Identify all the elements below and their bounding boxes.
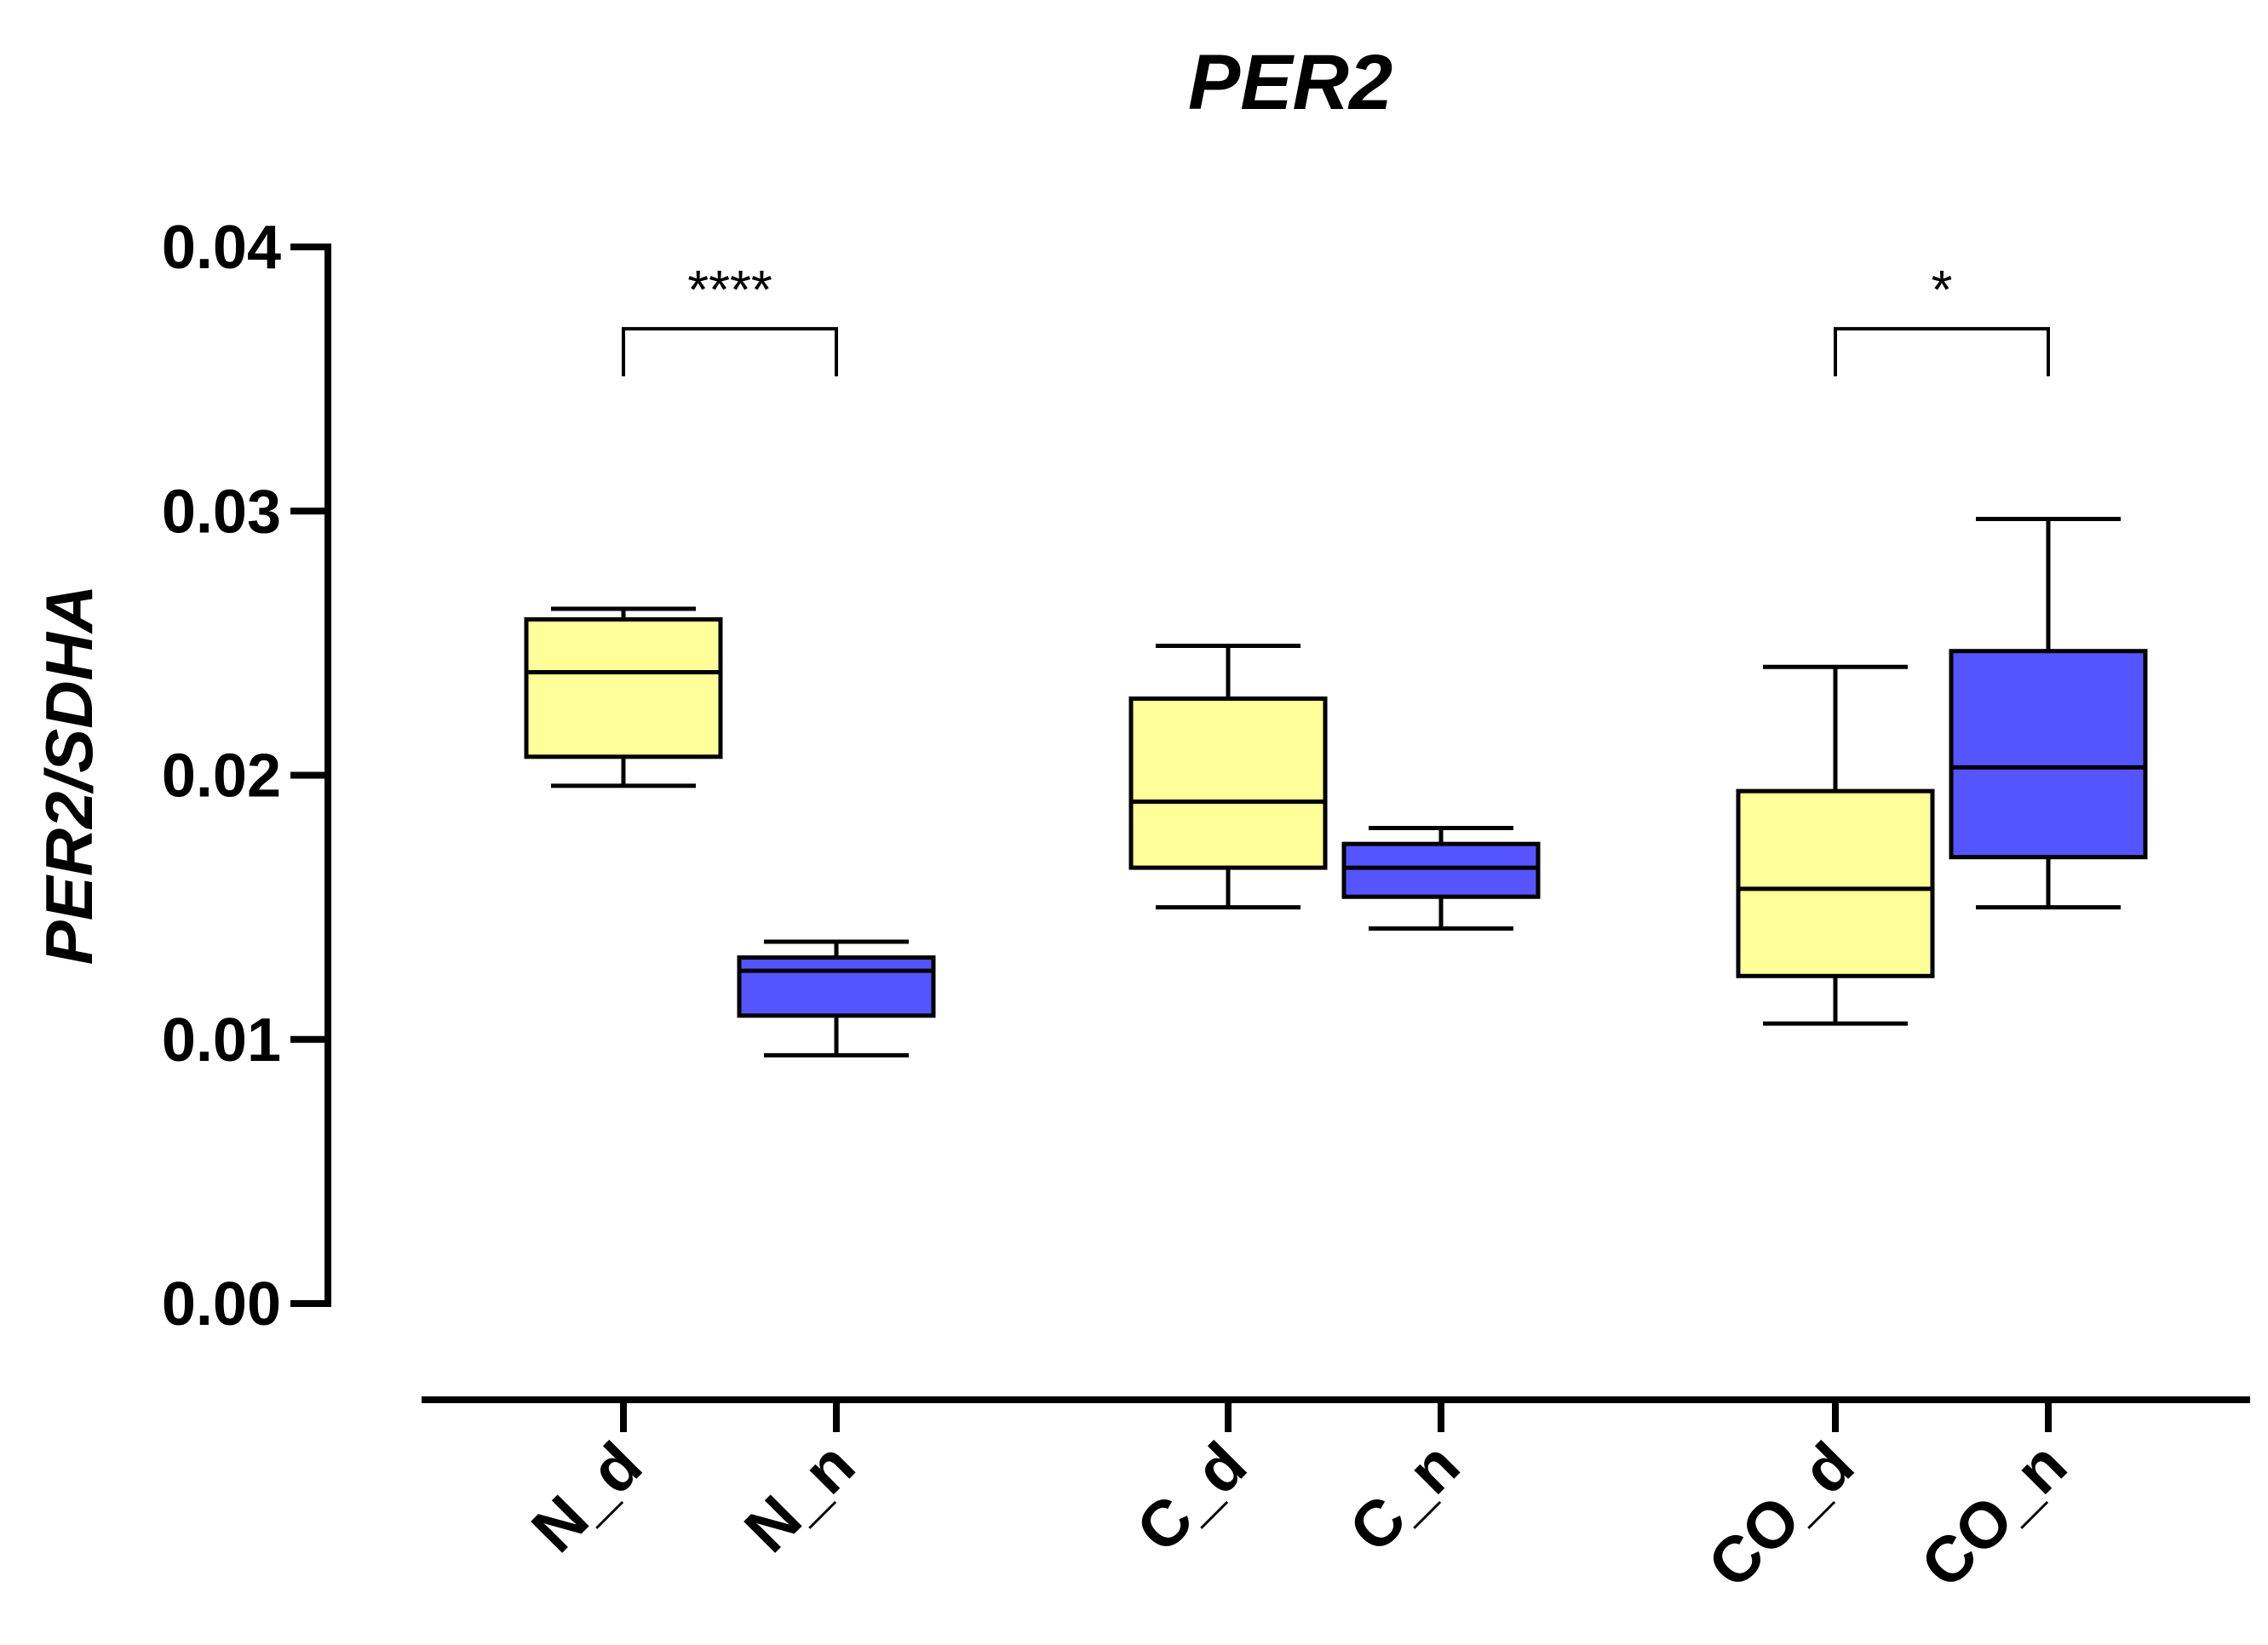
bracket-line [1834, 327, 2050, 377]
significance-bracket: **** [622, 259, 838, 377]
y-axis-label: PER2/SDHA [32, 585, 106, 965]
box-co-n [1949, 517, 2148, 910]
box-n-d [524, 606, 723, 788]
box-co-d [1736, 664, 1935, 1026]
box-c-n [1341, 826, 1541, 931]
x-tick-label: C_n [1335, 1429, 1473, 1567]
box-body [1128, 696, 1328, 870]
significance-brackets: **** * [622, 259, 2050, 377]
box-c-d [1128, 643, 1328, 910]
y-axis: 0.00 0.01 0.02 0.03 0.04 [162, 214, 331, 1338]
box-n-n [737, 939, 936, 1058]
box-body [1341, 841, 1541, 899]
box-series [524, 517, 2148, 1058]
x-tick-label: C_d [1123, 1429, 1260, 1567]
significance-label: **** [687, 259, 772, 320]
y-tick-label: 0.04 [162, 214, 281, 282]
x-tick-label: CO_d [1695, 1429, 1868, 1602]
y-tick-label: 0.00 [162, 1270, 281, 1338]
box-body [1949, 649, 2148, 860]
bracket-line [622, 327, 838, 377]
y-tick-label: 0.01 [162, 1006, 281, 1075]
box-body [524, 616, 723, 759]
y-tick-label: 0.02 [162, 742, 281, 811]
y-tick-label: 0.03 [162, 478, 281, 546]
chart-title: PER2 [1188, 39, 1392, 126]
significance-label: * [1932, 259, 1953, 320]
x-tick-label: N_d [518, 1429, 656, 1567]
significance-bracket: * [1834, 259, 2050, 377]
x-axis: N_d N_n C_d C_n CO_d CO_n [422, 1396, 2250, 1602]
box-body [1736, 788, 1935, 978]
box-body [737, 955, 936, 1018]
x-tick-label: CO_n [1908, 1429, 2081, 1602]
x-tick-label: N_n [731, 1429, 869, 1567]
